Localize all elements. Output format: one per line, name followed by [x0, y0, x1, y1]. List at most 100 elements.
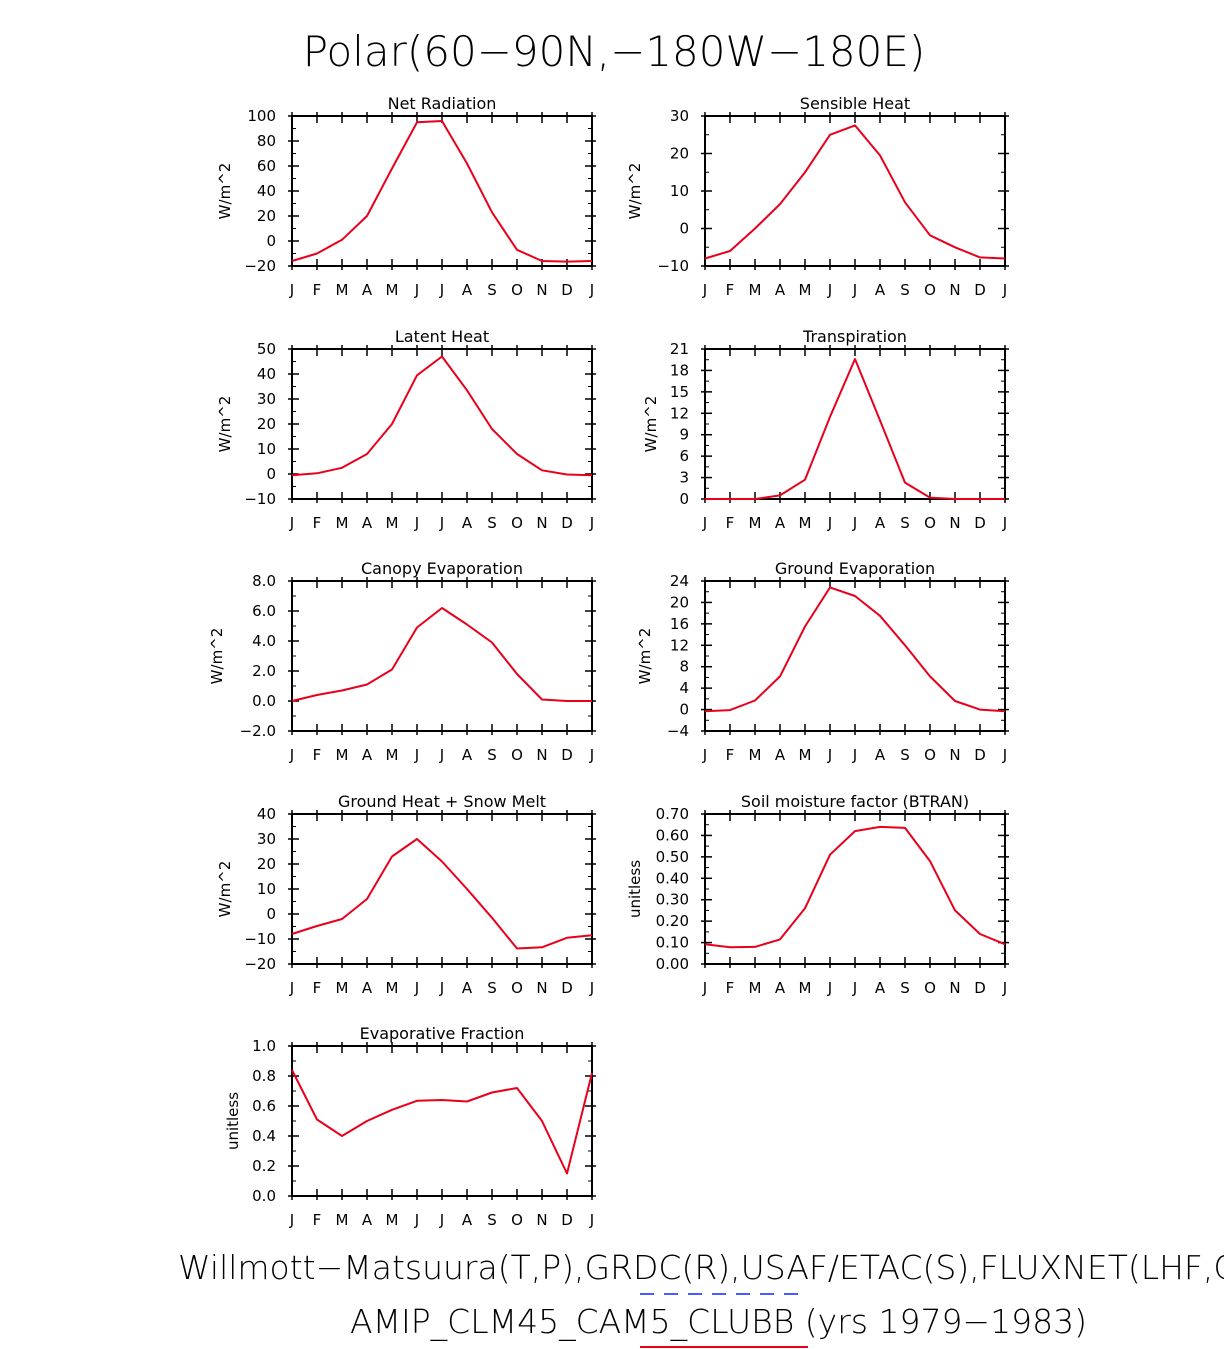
x-tick-label: A: [462, 1211, 473, 1229]
series-line: [705, 358, 1005, 500]
x-tick-label: O: [924, 281, 936, 299]
y-tick-label: −10: [244, 930, 276, 948]
x-tick-label: J: [589, 746, 594, 764]
x-tick-label: M: [386, 746, 399, 764]
x-tick-label: A: [362, 746, 373, 764]
x-tick-label: J: [414, 514, 419, 532]
x-tick-label: D: [974, 979, 986, 997]
panel-title: Sensible Heat: [800, 94, 910, 113]
y-tick-label: 0: [679, 220, 689, 238]
x-tick-label: D: [561, 746, 573, 764]
y-tick-label: −10: [244, 490, 276, 508]
y-tick-label: 0.6: [252, 1097, 276, 1115]
x-tick-label: S: [487, 979, 497, 997]
panel-title: Ground Heat + Snow Melt: [338, 792, 546, 811]
y-tick-label: 24: [670, 572, 689, 590]
x-tick-label: S: [900, 746, 910, 764]
y-tick-label: 100: [247, 107, 276, 125]
x-tick-label: M: [386, 281, 399, 299]
y-tick-label: 12: [670, 404, 689, 422]
x-tick-label: O: [924, 979, 936, 997]
x-tick-label: J: [702, 514, 707, 532]
plot-frame: [704, 580, 1006, 732]
x-tick-label: F: [726, 979, 735, 997]
x-tick-label: O: [511, 979, 523, 997]
x-tick-label: F: [726, 281, 735, 299]
series-line: [704, 825, 1006, 949]
y-tick-label: 20: [670, 145, 689, 163]
y-tick-label: 0.0: [252, 1187, 276, 1205]
x-tick-label: D: [974, 281, 986, 299]
x-tick-label: J: [827, 979, 832, 997]
x-tick-label: J: [852, 281, 857, 299]
y-tick-label: −20: [244, 257, 276, 275]
panel-title: Ground Evaporation: [775, 559, 935, 578]
y-tick-label: 10: [670, 182, 689, 200]
y-tick-label: 20: [257, 855, 276, 873]
x-tick-label: S: [900, 514, 910, 532]
x-tick-label: M: [749, 281, 762, 299]
x-tick-label: J: [702, 281, 707, 299]
y-tick-label: 0.00: [656, 955, 689, 973]
y-tick-label: 40: [257, 805, 276, 823]
y-tick-label: 50: [257, 340, 276, 358]
y-tick-label: 0.8: [252, 1067, 276, 1085]
x-tick-label: N: [536, 281, 547, 299]
y-tick-label: 8: [679, 658, 689, 676]
chart-panel: J F M A M J J A S O N D J036912151821TranspirationW/…: [642, 327, 1009, 532]
plot-frame: [704, 813, 1006, 965]
x-tick-label: D: [561, 514, 573, 532]
x-tick-label: M: [336, 979, 349, 997]
y-axis-label: W/m^2: [636, 628, 654, 685]
x-tick-label: A: [462, 979, 473, 997]
y-tick-label: 30: [670, 107, 689, 125]
series-line: [704, 586, 1006, 713]
x-tick-label: N: [949, 746, 960, 764]
x-tick-label: M: [386, 979, 399, 997]
series-line: [704, 124, 1006, 260]
y-tick-label: 40: [257, 365, 276, 383]
x-tick-label: A: [875, 281, 886, 299]
x-tick-label: J: [439, 1211, 444, 1229]
x-tick-label: J: [1002, 514, 1007, 532]
y-tick-label: 0.50: [656, 848, 689, 866]
y-tick-label: 0: [266, 465, 276, 483]
y-tick-label: 15: [670, 383, 689, 401]
x-tick-label: D: [974, 746, 986, 764]
x-tick-label: F: [726, 514, 735, 532]
x-tick-label: F: [726, 746, 735, 764]
series-line: [291, 838, 593, 950]
y-tick-label: −2.0: [240, 722, 276, 740]
x-tick-label: A: [775, 514, 786, 532]
plot-frame: [291, 1045, 593, 1197]
x-tick-label: M: [336, 281, 349, 299]
y-tick-label: 0.30: [656, 891, 689, 909]
series-line: [291, 607, 592, 702]
x-tick-label: F: [313, 746, 322, 764]
x-tick-label: A: [362, 1211, 373, 1229]
y-tick-label: 4: [679, 679, 689, 697]
x-tick-label: M: [799, 281, 812, 299]
series-line: [291, 1069, 593, 1175]
x-tick-label: M: [799, 746, 812, 764]
plot-frame: [291, 348, 593, 500]
x-tick-label: O: [924, 746, 936, 764]
y-tick-label: 6: [679, 447, 689, 465]
y-axis-label: unitless: [224, 1092, 242, 1150]
y-axis-label: W/m^2: [626, 163, 644, 220]
panel-title: Evaporative Fraction: [360, 1024, 525, 1043]
x-tick-label: N: [536, 746, 547, 764]
x-tick-label: A: [362, 514, 373, 532]
x-tick-label: A: [462, 746, 473, 764]
x-tick-label: O: [511, 746, 523, 764]
y-tick-label: 1.0: [252, 1037, 276, 1055]
x-tick-label: D: [561, 979, 573, 997]
footer-case-name: AMIP_CLM45_CAM5_CLUBB (yrs 1979−1983): [350, 1302, 1087, 1342]
y-tick-label: 0.2: [252, 1157, 276, 1175]
plot-frame: [704, 115, 1006, 267]
x-tick-label: D: [974, 514, 986, 532]
y-tick-label: 0.0: [252, 692, 276, 710]
